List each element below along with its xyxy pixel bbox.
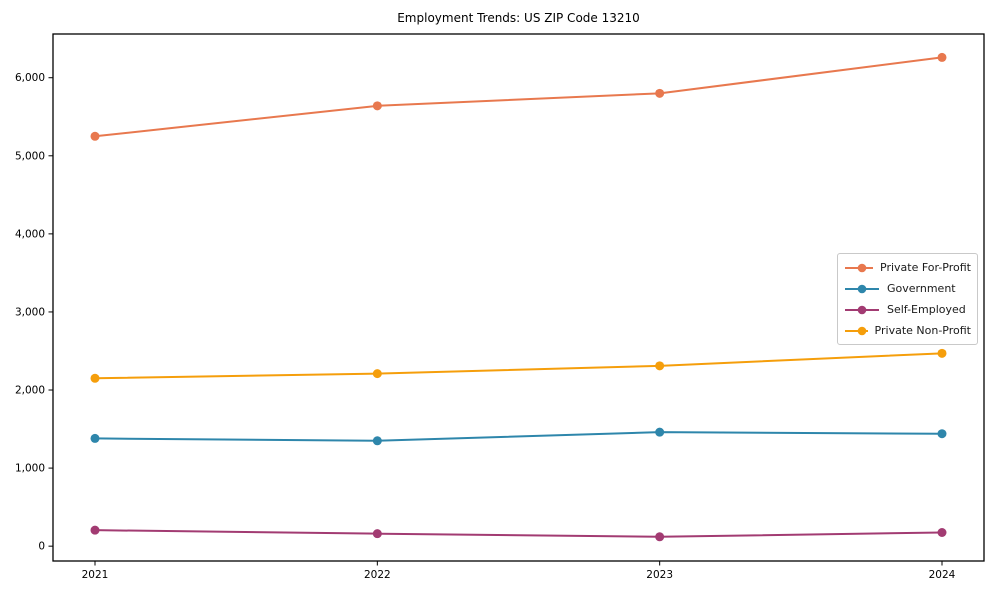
data-point-self-employed-2022: [372, 529, 382, 539]
legend-item-self-employed: Self-Employed: [844, 300, 971, 320]
data-point-government-2024: [937, 429, 947, 439]
series-line-private-non-profit: [94, 352, 943, 380]
y-axis: 0 1,000 2,000 3,000 4,000 5,000 6,000: [15, 72, 53, 553]
data-point-government-2023: [655, 427, 665, 437]
legend-marker-government: [845, 284, 879, 293]
legend-marker-private-non-profit: [845, 326, 868, 335]
data-point-self-employed-2021: [90, 525, 100, 535]
data-point-private-for-profit-2023: [655, 88, 665, 98]
series-line-self-employed: [94, 529, 943, 538]
x-axis: 2021 2022 2023 2024: [82, 561, 956, 581]
legend-item-government: Government: [844, 279, 971, 299]
series-line-government: [94, 431, 943, 442]
y-tick-label: 3,000: [15, 306, 45, 318]
axes-frame: [52, 33, 985, 562]
legend-label-private-for-profit: Private For-Profit: [880, 261, 971, 274]
x-tick-label: 2022: [364, 569, 391, 581]
legend: Private For-Profit Government Self-Employe…: [837, 253, 978, 345]
series-government: [90, 427, 947, 446]
series-private-for-profit: [90, 52, 947, 141]
legend-marker-private-for-profit: [845, 263, 873, 272]
legend-label-private-non-profit: Private Non-Profit: [874, 324, 971, 337]
data-point-government-2021: [90, 433, 100, 443]
y-tick-label: 2,000: [15, 385, 45, 397]
data-point-self-employed-2023: [655, 532, 665, 542]
data-point-private-for-profit-2022: [372, 101, 382, 111]
x-tick-label: 2023: [646, 569, 673, 581]
y-tick-label: 5,000: [15, 150, 45, 162]
legend-marker-self-employed: [845, 305, 879, 314]
data-point-private-for-profit-2021: [90, 131, 100, 141]
series-self-employed: [90, 525, 947, 542]
x-tick-label: 2024: [929, 569, 956, 581]
data-point-private-for-profit-2024: [937, 52, 947, 62]
y-tick-label: 6,000: [15, 72, 45, 84]
chart-title: Employment Trends: US ZIP Code 13210: [397, 11, 640, 25]
data-point-private-non-profit-2024: [937, 348, 947, 358]
y-tick-label: 0: [38, 541, 45, 553]
data-point-self-employed-2024: [937, 528, 947, 538]
legend-label-self-employed: Self-Employed: [887, 303, 966, 316]
data-point-private-non-profit-2023: [655, 361, 665, 371]
data-point-private-non-profit-2022: [372, 369, 382, 379]
series-line-private-for-profit: [94, 56, 943, 138]
data-point-private-non-profit-2021: [90, 373, 100, 383]
legend-label-government: Government: [887, 282, 956, 295]
y-tick-label: 1,000: [15, 463, 45, 475]
legend-item-private-non-profit: Private Non-Profit: [844, 321, 971, 341]
data-point-government-2022: [372, 436, 382, 446]
legend-item-private-for-profit: Private For-Profit: [844, 258, 971, 278]
x-tick-label: 2021: [82, 569, 109, 581]
series-private-non-profit: [90, 348, 947, 383]
y-tick-label: 4,000: [15, 228, 45, 240]
